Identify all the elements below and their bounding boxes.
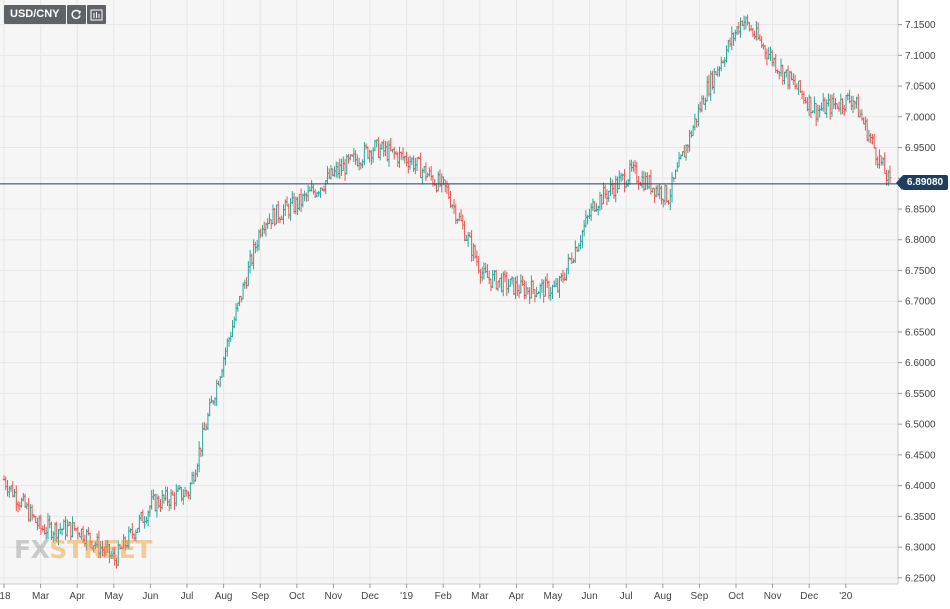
x-tick-label: Sep xyxy=(691,591,709,602)
y-tick-label: 6.9500 xyxy=(905,143,936,154)
x-tick-label: Jul xyxy=(181,591,194,602)
x-tick-label: Sep xyxy=(251,591,269,602)
candles xyxy=(2,14,892,569)
y-tick-label: 6.5000 xyxy=(905,420,936,431)
x-tick-label: May xyxy=(104,591,123,602)
y-tick-label: 7.0000 xyxy=(905,112,936,123)
logo-text-a: FX xyxy=(14,535,50,564)
y-tick-label: 6.7500 xyxy=(905,266,936,277)
fxstreet-logo: FXSTREET xyxy=(14,535,152,564)
x-tick-label: '20 xyxy=(839,591,852,602)
symbol-button[interactable]: USD/CNY xyxy=(4,5,66,24)
y-tick-label: 7.0500 xyxy=(905,82,936,93)
x-tick-label: Nov xyxy=(764,591,782,602)
y-tick-label: 7.1500 xyxy=(905,20,936,31)
x-tick-label: Aug xyxy=(654,591,672,602)
indicators-icon[interactable] xyxy=(86,5,106,24)
x-tick-label: Jul xyxy=(620,591,633,602)
x-axis: '18 Mar Apr May Jun Jul Aug Sep Oct Nov Dec '19 Feb M… xyxy=(0,584,853,602)
y-tick-label: 6.3000 xyxy=(905,543,936,554)
y-tick-label: 6.5500 xyxy=(905,389,936,400)
x-tick-label: Nov xyxy=(325,591,343,602)
logo-text-b: STREET xyxy=(49,535,152,564)
y-tick-label: 6.8000 xyxy=(905,235,936,246)
x-tick-label: Dec xyxy=(800,591,818,602)
x-tick-label: Mar xyxy=(32,591,50,602)
y-tick-label: 6.3500 xyxy=(905,512,936,523)
y-tick-label: 6.6000 xyxy=(905,358,936,369)
x-tick-label: Oct xyxy=(289,591,305,602)
y-tick-label: 6.6500 xyxy=(905,327,936,338)
x-tick-label: Mar xyxy=(471,591,489,602)
y-axis: 7.15007.10007.05007.00006.95006.90006.85… xyxy=(898,20,936,584)
x-tick-label: Oct xyxy=(728,591,744,602)
x-tick-label: '18 xyxy=(0,591,11,602)
x-tick-label: Apr xyxy=(69,591,85,602)
x-tick-label: May xyxy=(544,591,563,602)
y-tick-label: 6.7000 xyxy=(905,297,936,308)
grid-lines xyxy=(0,0,898,584)
x-tick-label: Dec xyxy=(361,591,379,602)
x-tick-label: Apr xyxy=(509,591,525,602)
y-tick-label: 6.2500 xyxy=(905,573,936,584)
y-tick-label: 6.8500 xyxy=(905,205,936,216)
y-tick-label: 6.4500 xyxy=(905,450,936,461)
plot-background xyxy=(0,0,898,584)
refresh-icon[interactable] xyxy=(66,5,86,24)
y-tick-label: 7.1000 xyxy=(905,51,936,62)
x-tick-label: Jun xyxy=(582,591,598,602)
y-tick-label: 6.4000 xyxy=(905,481,936,492)
x-tick-label: Jun xyxy=(142,591,158,602)
x-tick-label: Feb xyxy=(435,591,453,602)
x-tick-label: '19 xyxy=(400,591,413,602)
current-price-label: 6.89080 xyxy=(896,175,948,190)
chart-toolbar: USD/CNY xyxy=(4,5,106,24)
x-tick-label: Aug xyxy=(215,591,233,602)
